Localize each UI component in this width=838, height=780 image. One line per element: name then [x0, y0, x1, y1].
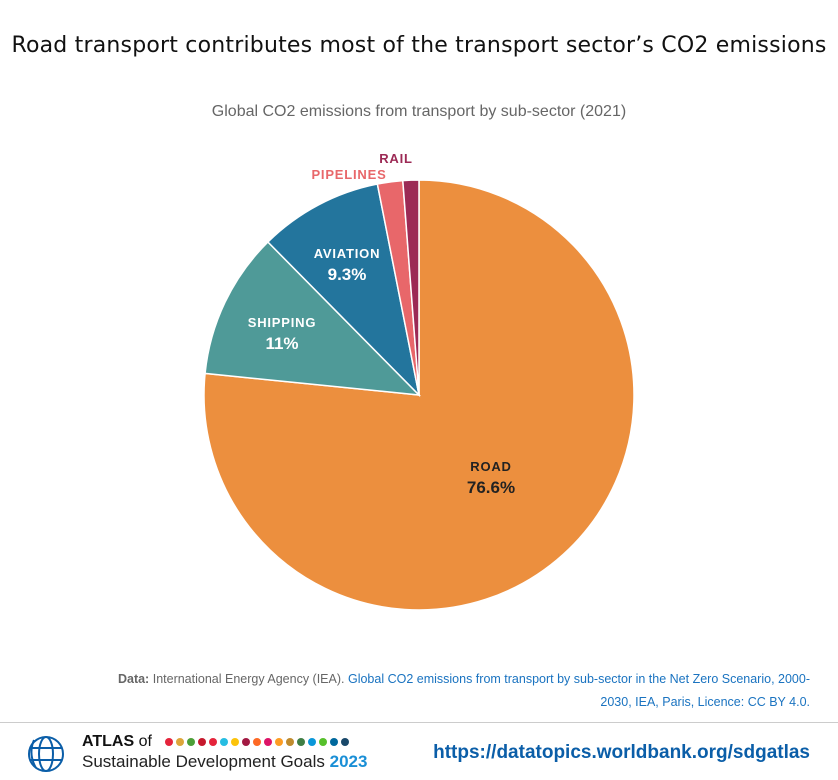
source-link[interactable]: Global CO2 emissions from transport by s…: [347, 672, 810, 709]
slice-label-rail: RAIL: [379, 151, 413, 166]
atlas-subtitle: Sustainable Development Goals 2023: [82, 752, 367, 772]
sdg-dot: [176, 738, 184, 746]
slice-value-shipping: 11%: [265, 334, 298, 353]
sdg-dot: [319, 738, 327, 746]
atlas-year: 2023: [329, 752, 368, 771]
slice-label-road: ROAD: [470, 459, 511, 474]
source-prefix: Data:: [117, 672, 150, 686]
sdg-dot: [198, 738, 206, 746]
atlas-brand: ATLAS of: [82, 733, 152, 751]
atlas-line2: Sustainable Development Goals: [82, 752, 325, 771]
slice-value-aviation: 9.3%: [328, 265, 367, 284]
slice-value-road: 76.6%: [467, 478, 515, 497]
atlas-of: of: [138, 733, 152, 750]
chart-subtitle: Global CO2 emissions from transport by s…: [211, 103, 627, 120]
footer-divider: [0, 722, 838, 723]
chart-title: Road transport contributes most of the t…: [11, 33, 827, 58]
sdg-dot: [308, 738, 316, 746]
slice-label-aviation: AVIATION: [314, 246, 381, 261]
sdg-dot: [275, 738, 283, 746]
atlas-word: ATLAS: [82, 733, 135, 750]
sdg-dot: [231, 738, 239, 746]
sdg-dot: [253, 738, 261, 746]
sdg-dot: [220, 738, 228, 746]
sdg-dot: [286, 738, 294, 746]
slice-label-pipelines: PIPELINES: [311, 167, 386, 182]
atlas-url-link[interactable]: https://datatopics.worldbank.org/sdgatla…: [433, 742, 810, 763]
pie-chart: ROAD 76.6% SHIPPING 11% AVIATION 9.3% PIPELINE…: [203, 151, 635, 611]
sdg-dot: [341, 738, 349, 746]
sdg-dot: [209, 738, 217, 746]
pie-slice-rail: [402, 179, 420, 396]
pie-slice-road: [203, 179, 635, 611]
source-text: International Energy Agency (IEA).: [152, 672, 345, 686]
sdg-dot: [330, 738, 338, 746]
sdg-dot: [165, 738, 173, 746]
pie-slice-shipping: [204, 240, 421, 396]
sdg-dot: [264, 738, 272, 746]
sdg-dot: [242, 738, 250, 746]
source-note: Data: International Energy Agency (IEA).…: [110, 668, 810, 714]
sdg-color-dots: [165, 738, 349, 746]
slice-label-shipping: SHIPPING: [248, 315, 317, 330]
sdg-dot: [297, 738, 305, 746]
sdg-dot: [187, 738, 195, 746]
world-bank-globe-icon: [28, 736, 64, 772]
pie-slice-aviation: [266, 183, 421, 398]
